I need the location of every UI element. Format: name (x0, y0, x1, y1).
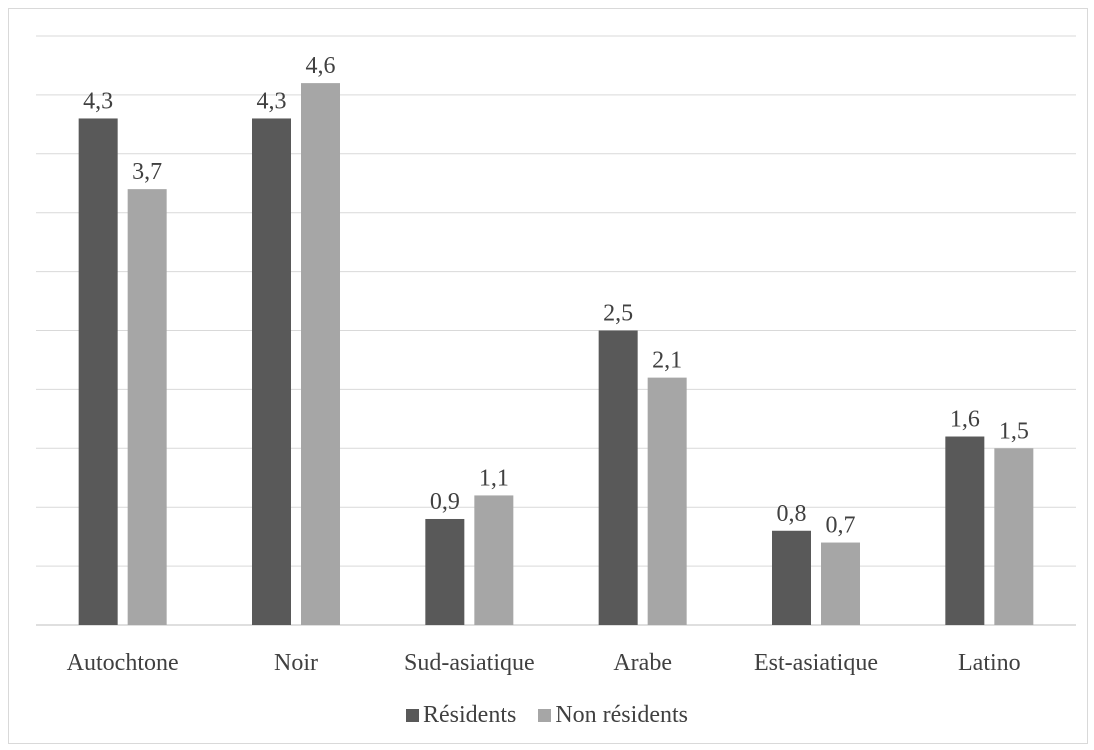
data-label-residents-2: 0,9 (430, 489, 460, 515)
bar-non-residents-0 (127, 189, 167, 625)
legend-item-residents: Résidents (406, 702, 516, 729)
bar-non-residents-4 (821, 542, 860, 625)
data-label-non-residents-3: 2,1 (652, 348, 682, 374)
legend-swatch-residents (406, 709, 419, 722)
data-label-residents-1: 4,3 (257, 88, 287, 114)
data-label-residents-3: 2,5 (603, 301, 633, 327)
bar-residents-3 (598, 330, 638, 625)
data-label-non-residents-5: 1,5 (999, 418, 1029, 444)
data-label-residents-4: 0,8 (777, 501, 807, 527)
bar-non-residents-1 (301, 83, 340, 626)
x-tick-label-1: Noir (274, 650, 318, 676)
data-label-residents-5: 1,6 (950, 407, 980, 433)
bar-residents-1 (252, 118, 291, 626)
data-label-residents-0: 4,3 (83, 88, 113, 114)
chart-legend: Résidents Non résidents (0, 702, 1094, 729)
legend-item-non-residents: Non résidents (538, 702, 688, 729)
data-label-non-residents-4: 0,7 (826, 513, 856, 539)
x-tick-label-5: Latino (958, 650, 1021, 676)
legend-swatch-non-residents (538, 709, 552, 722)
x-tick-label-2: Sud-asiatique (404, 650, 535, 676)
data-label-non-residents-0: 3,7 (132, 159, 162, 185)
bar-residents-0 (78, 118, 118, 626)
data-label-non-residents-2: 1,1 (479, 465, 509, 491)
x-tick-label-4: Est-asiatique (754, 650, 878, 676)
x-tick-label-0: Autochtone (67, 650, 179, 676)
legend-label-residents: Résidents (423, 702, 517, 728)
bar-non-residents-5 (994, 448, 1034, 625)
data-label-non-residents-1: 4,6 (306, 53, 336, 79)
legend-label-non-residents: Non résidents (555, 702, 688, 728)
bar-residents-4 (772, 530, 811, 625)
bar-residents-5 (945, 436, 985, 625)
bar-non-residents-2 (474, 495, 514, 625)
bar-residents-2 (425, 518, 465, 625)
bar-non-residents-3 (647, 377, 687, 625)
chart-frame (8, 8, 1088, 744)
x-tick-label-3: Arabe (613, 650, 672, 676)
